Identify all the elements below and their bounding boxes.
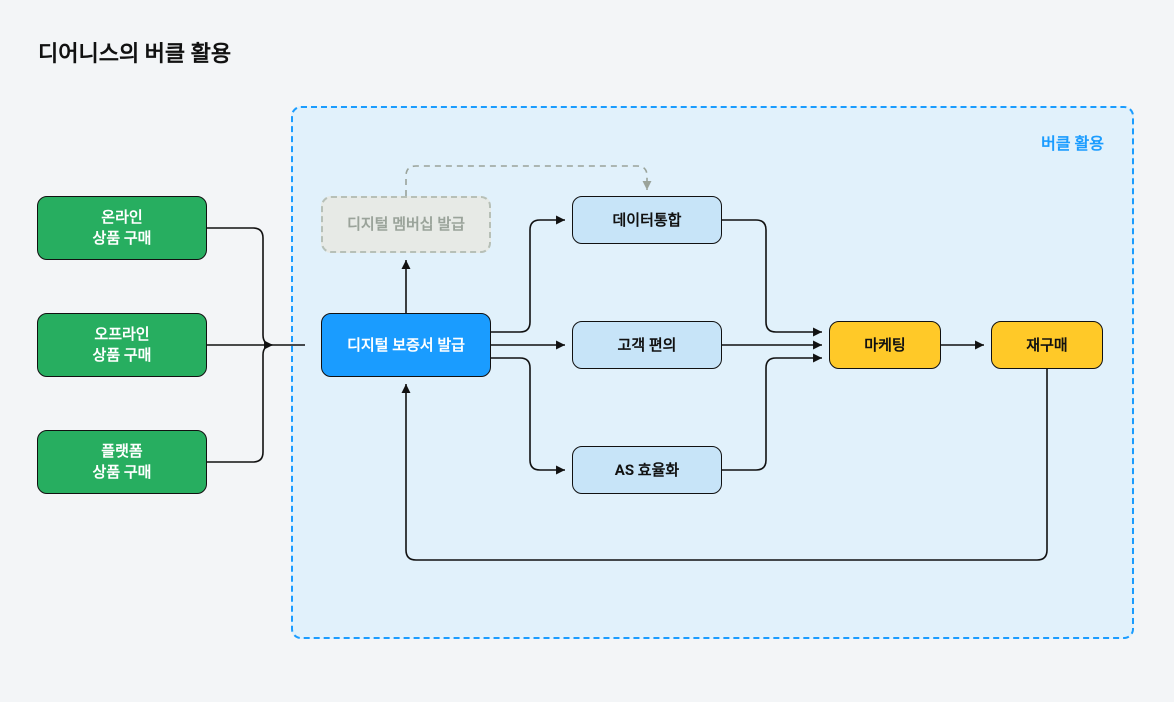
node-data-integration: 데이터통합 [572, 196, 722, 244]
region-label: 버클 활용 [1041, 130, 1104, 154]
node-as-efficiency: AS 효율화 [572, 446, 722, 494]
node-offline-purchase: 오프라인 상품 구매 [37, 313, 207, 377]
diagram-title: 디어니스의 버클 활용 [38, 36, 231, 68]
diagram-canvas: 디어니스의 버클 활용 버클 활용 온라인 상품 구매 오프라인 상품 구매 플… [0, 0, 1174, 702]
node-repurchase: 재구매 [991, 321, 1103, 369]
node-online-purchase: 온라인 상품 구매 [37, 196, 207, 260]
node-platform-purchase: 플랫폼 상품 구매 [37, 430, 207, 494]
node-customer-convenience: 고객 편의 [572, 321, 722, 369]
node-digital-membership: 디지털 멤버십 발급 [321, 196, 491, 253]
node-digital-certificate: 디지털 보증서 발급 [321, 313, 491, 377]
node-marketing: 마케팅 [829, 321, 941, 369]
